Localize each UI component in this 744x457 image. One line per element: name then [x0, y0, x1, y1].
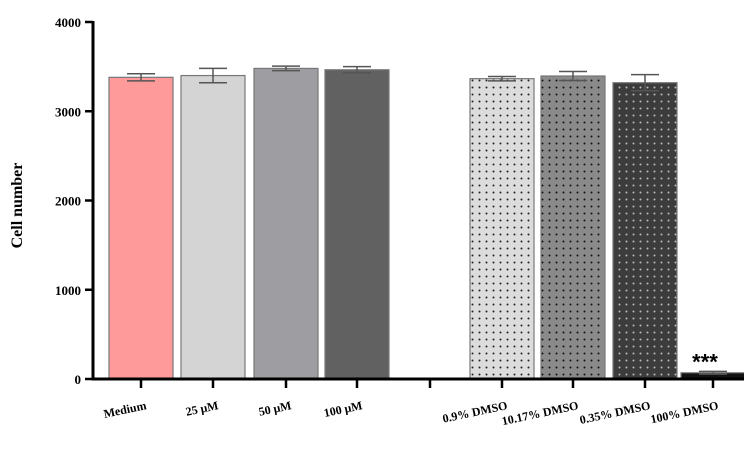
category-label-0: Medium — [102, 398, 147, 421]
y-tick-label-1: 1000 — [55, 283, 81, 298]
y-tick-label-2: 2000 — [55, 194, 81, 209]
y-tick-label-4: 4000 — [55, 15, 81, 30]
y-tick-label-0: 0 — [75, 372, 82, 387]
bar-3 — [325, 70, 389, 379]
bar-5 — [541, 76, 605, 379]
bar-6 — [613, 83, 677, 379]
category-label-7: 100% DMSO — [649, 398, 719, 426]
category-label-4: 0.9% DMSO — [441, 398, 508, 425]
significance-annotation-0: *** — [692, 349, 718, 374]
category-label-1: 25 μM — [184, 398, 219, 419]
category-label-3: 100 μM — [322, 398, 363, 420]
bar-4 — [470, 79, 534, 379]
bars-group — [109, 68, 744, 379]
bar-1 — [181, 76, 245, 379]
category-label-2: 50 μM — [257, 398, 292, 419]
category-label-6: 0.35% DMSO — [578, 398, 651, 427]
bar-2 — [254, 68, 318, 379]
y-tick-label-3: 3000 — [55, 104, 81, 119]
bar-0 — [109, 77, 173, 379]
y-axis-title: Cell number — [9, 163, 26, 249]
category-label-5: 10.17% DMSO — [500, 398, 579, 428]
